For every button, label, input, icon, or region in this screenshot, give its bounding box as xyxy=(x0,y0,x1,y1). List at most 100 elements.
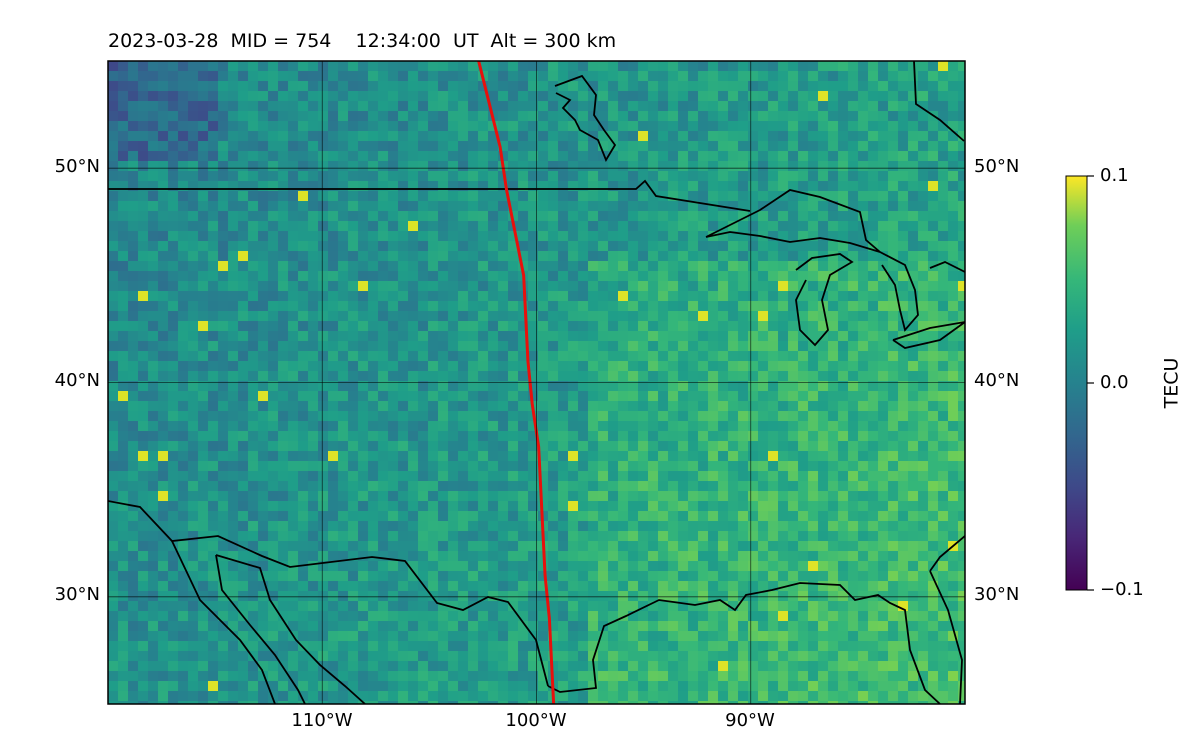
tec-cell xyxy=(288,441,298,451)
tec-cell xyxy=(428,371,438,381)
tec-cell xyxy=(618,481,628,491)
tec-cell xyxy=(418,111,428,121)
tec-cell xyxy=(808,81,818,91)
tec-cell xyxy=(618,71,628,81)
tec-cell xyxy=(328,441,338,451)
tec-cell xyxy=(288,601,298,611)
tec-cell xyxy=(168,81,178,91)
tec-cell xyxy=(198,321,208,331)
tec-cell xyxy=(858,401,868,411)
tec-cell xyxy=(118,101,128,111)
tec-cell xyxy=(798,581,808,591)
tec-cell xyxy=(798,631,808,641)
tec-cell xyxy=(488,451,498,461)
tec-cell xyxy=(428,481,438,491)
tec-cell xyxy=(258,591,268,601)
tec-cell xyxy=(118,641,128,651)
tec-cell xyxy=(158,331,168,341)
tec-cell xyxy=(808,451,818,461)
tec-cell xyxy=(288,341,298,351)
tec-cell xyxy=(818,111,828,121)
tec-cell xyxy=(418,511,428,521)
tec-cell xyxy=(658,121,668,131)
tec-cell xyxy=(498,301,508,311)
tec-cell xyxy=(448,141,458,151)
tec-cell xyxy=(878,341,888,351)
tec-cell xyxy=(248,431,258,441)
tec-cell xyxy=(888,521,898,531)
tec-cell xyxy=(488,341,498,351)
tec-cell xyxy=(708,451,718,461)
tec-cell xyxy=(458,221,468,231)
tec-cell xyxy=(698,481,708,491)
tec-cell xyxy=(768,141,778,151)
tec-cell xyxy=(578,361,588,371)
tec-cell xyxy=(928,531,938,541)
tec-cell xyxy=(848,551,858,561)
tec-cell xyxy=(308,171,318,181)
tec-cell xyxy=(598,401,608,411)
tec-cell xyxy=(148,551,158,561)
tec-cell xyxy=(168,331,178,341)
tec-cell xyxy=(708,71,718,81)
tec-cell xyxy=(368,631,378,641)
tec-cell xyxy=(298,71,308,81)
tec-cell xyxy=(448,361,458,371)
tec-cell xyxy=(178,151,188,161)
tec-cell xyxy=(308,141,318,151)
tec-cell xyxy=(508,81,518,91)
tec-cell xyxy=(148,61,158,71)
tec-cell xyxy=(498,601,508,611)
tec-cell xyxy=(268,301,278,311)
tec-cell xyxy=(848,221,858,231)
tec-cell xyxy=(168,641,178,651)
tec-cell xyxy=(628,511,638,521)
tec-cell xyxy=(688,251,698,261)
tec-cell xyxy=(668,381,678,391)
tec-cell xyxy=(938,601,948,611)
tec-cell xyxy=(638,161,648,171)
tec-cell xyxy=(158,341,168,351)
tec-cell xyxy=(748,191,758,201)
tec-cell xyxy=(778,91,788,101)
tec-cell xyxy=(858,471,868,481)
tec-cell xyxy=(178,361,188,371)
tec-cell xyxy=(858,371,868,381)
tec-cell xyxy=(298,501,308,511)
tec-cell xyxy=(558,391,568,401)
tec-cell xyxy=(778,251,788,261)
tec-cell xyxy=(118,161,128,171)
tec-cell xyxy=(158,171,168,181)
tec-cell xyxy=(158,261,168,271)
tec-cell xyxy=(758,91,768,101)
tec-cell xyxy=(768,91,778,101)
tec-cell xyxy=(368,371,378,381)
tec-cell xyxy=(258,511,268,521)
tec-cell xyxy=(148,541,158,551)
tec-cell xyxy=(518,61,528,71)
tec-cell xyxy=(958,411,965,421)
tec-cell xyxy=(608,441,618,451)
tec-cell xyxy=(408,631,418,641)
tec-cell xyxy=(158,541,168,551)
tec-cell xyxy=(658,281,668,291)
tec-cell xyxy=(428,351,438,361)
tec-cell xyxy=(258,311,268,321)
tec-cell xyxy=(648,401,658,411)
tec-cell xyxy=(148,341,158,351)
tec-cell xyxy=(808,131,818,141)
tec-cell xyxy=(658,311,668,321)
tec-cell xyxy=(808,501,818,511)
tec-cell xyxy=(698,581,708,591)
tec-cell xyxy=(878,431,888,441)
tec-cell xyxy=(228,371,238,381)
tec-cell xyxy=(898,161,908,171)
tec-cell xyxy=(588,191,598,201)
tec-cell xyxy=(538,571,548,581)
tec-cell xyxy=(398,431,408,441)
tec-cell xyxy=(278,551,288,561)
tec-cell xyxy=(708,621,718,631)
tec-cell xyxy=(928,341,938,351)
tec-cell xyxy=(908,331,918,341)
tec-cell xyxy=(338,581,348,591)
